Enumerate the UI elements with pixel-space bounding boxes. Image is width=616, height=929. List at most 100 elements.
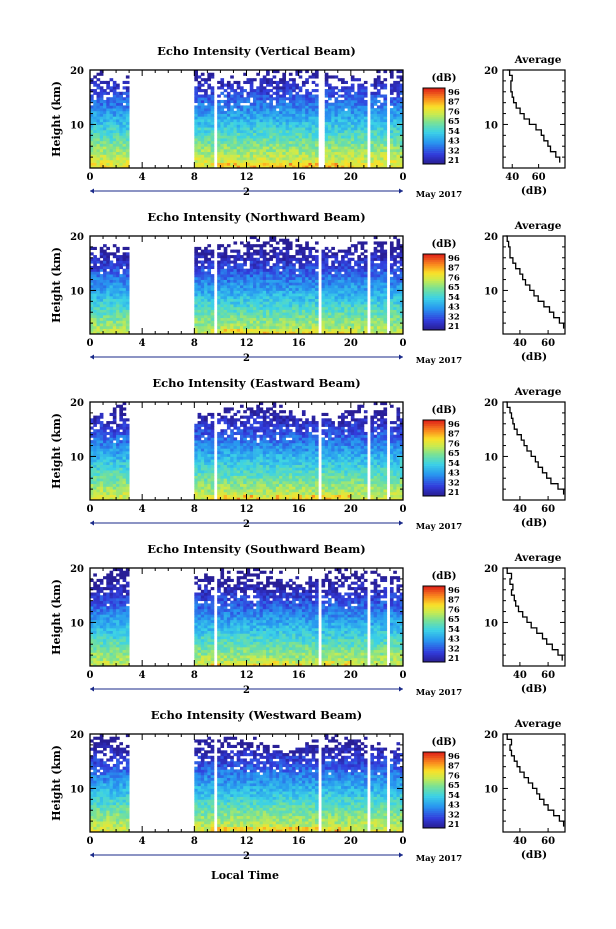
heatmap-cell: [331, 143, 335, 147]
heatmap-cell: [200, 325, 205, 329]
heatmap-cell: [288, 304, 293, 308]
heatmap-cell: [122, 309, 127, 313]
heatmap-cell: [331, 129, 335, 134]
heatmap-cell: [360, 162, 365, 166]
heatmap-cell: [331, 312, 335, 316]
heatmap-cell: [393, 97, 397, 101]
heatmap-cell: [116, 306, 120, 310]
heatmap-cell: [354, 151, 358, 155]
heatmap-cell: [109, 497, 114, 501]
heatmap-cell: [354, 295, 358, 300]
heatmap-cell: [334, 301, 339, 305]
heatmap-cell: [288, 143, 293, 147]
heatmap-cell: [373, 314, 378, 319]
heatmap-cell: [200, 78, 205, 82]
heatmap-cell: [243, 279, 247, 283]
heatmap-cell: [272, 306, 277, 310]
heatmap-cell: [253, 244, 257, 248]
heatmap-cell: [301, 121, 306, 125]
heatmap-cell: [399, 159, 404, 163]
heatmap-cell: [350, 290, 355, 294]
heatmap-cell: [314, 105, 319, 109]
heatmap-cell: [328, 124, 332, 128]
heatmap-cell: [90, 274, 94, 278]
heatmap-cell: [328, 293, 332, 297]
heatmap-cell: [259, 279, 264, 283]
profile-line: [505, 235, 565, 329]
heatmap-cell: [116, 287, 120, 291]
heatmap-cell: [370, 331, 375, 335]
heatmap-cell: [112, 306, 117, 310]
profile-y-tick-label: 20: [484, 232, 498, 243]
heatmap-cell: [230, 301, 234, 305]
heatmap-cell: [282, 138, 287, 142]
heatmap-cell: [370, 135, 375, 139]
heatmap-cell: [288, 314, 293, 319]
heatmap-cell: [259, 138, 264, 142]
heatmap-cell: [347, 252, 352, 256]
heatmap-cell: [275, 110, 280, 114]
heatmap-cell: [253, 91, 257, 95]
heatmap-cell: [253, 78, 257, 82]
heatmap-cell: [298, 119, 303, 123]
heatmap-cell: [226, 290, 231, 294]
heatmap-cell: [223, 116, 228, 120]
heatmap-cell: [220, 129, 225, 134]
heatmap-cell: [200, 116, 205, 120]
heatmap-cell: [262, 263, 267, 267]
colorbar-segment: [423, 120, 445, 123]
heatmap-cell: [344, 132, 348, 136]
heatmap-cell: [376, 80, 381, 85]
heatmap-cell: [357, 265, 362, 270]
heatmap-cell: [354, 293, 358, 297]
heatmap-cell: [376, 108, 381, 112]
heatmap-cell: [217, 293, 221, 297]
heatmap-cell: [197, 260, 202, 264]
heatmap-cell: [272, 154, 277, 158]
heatmap-cell: [399, 309, 404, 313]
heatmap-cell: [220, 323, 225, 327]
heatmap-cell: [266, 94, 270, 98]
heatmap-cell: [112, 429, 117, 433]
heatmap-cell: [308, 165, 313, 169]
heatmap-cell: [363, 312, 368, 316]
heatmap-cell: [253, 312, 257, 316]
heatmap-cell: [266, 263, 270, 267]
heatmap-cell: [363, 257, 368, 261]
heatmap-cell: [328, 285, 332, 289]
heatmap-cell: [344, 276, 348, 280]
heatmap-cell: [119, 113, 123, 117]
heatmap-cell: [103, 304, 107, 308]
heatmap-cell: [311, 320, 316, 324]
heatmap-cell: [376, 279, 381, 283]
colorbar-segment: [423, 148, 445, 151]
heatmap-cell: [116, 260, 120, 264]
heatmap-cell: [396, 108, 401, 112]
heatmap-cell: [295, 317, 300, 321]
colorbar-segment: [423, 118, 445, 121]
heatmap-cell: [200, 287, 205, 291]
heatmap-cell: [223, 140, 228, 144]
heatmap-cell: [116, 148, 120, 153]
heatmap-cell: [334, 290, 339, 294]
heatmap-cell: [112, 165, 117, 169]
heatmap-cell: [298, 260, 303, 264]
heatmap-cell: [262, 108, 267, 112]
heatmap-cell: [106, 306, 110, 310]
heatmap-cell: [246, 105, 251, 109]
heatmap-cell: [334, 108, 339, 112]
heatmap-cell: [357, 317, 362, 321]
heatmap-cell: [282, 309, 287, 313]
colorbar-segment: [423, 97, 445, 100]
heatmap-cell: [200, 159, 205, 163]
heatmap-cell: [125, 91, 130, 95]
heatmap-cell: [116, 257, 120, 261]
heatmap-cell: [347, 143, 352, 147]
heatmap-cell: [354, 165, 358, 169]
heatmap-cell: [363, 268, 368, 272]
heatmap-cell: [363, 293, 368, 297]
heatmap-cell: [282, 304, 287, 308]
heatmap-cell: [112, 132, 117, 136]
heatmap-cell: [246, 249, 251, 253]
heatmap-cell: [292, 298, 296, 302]
